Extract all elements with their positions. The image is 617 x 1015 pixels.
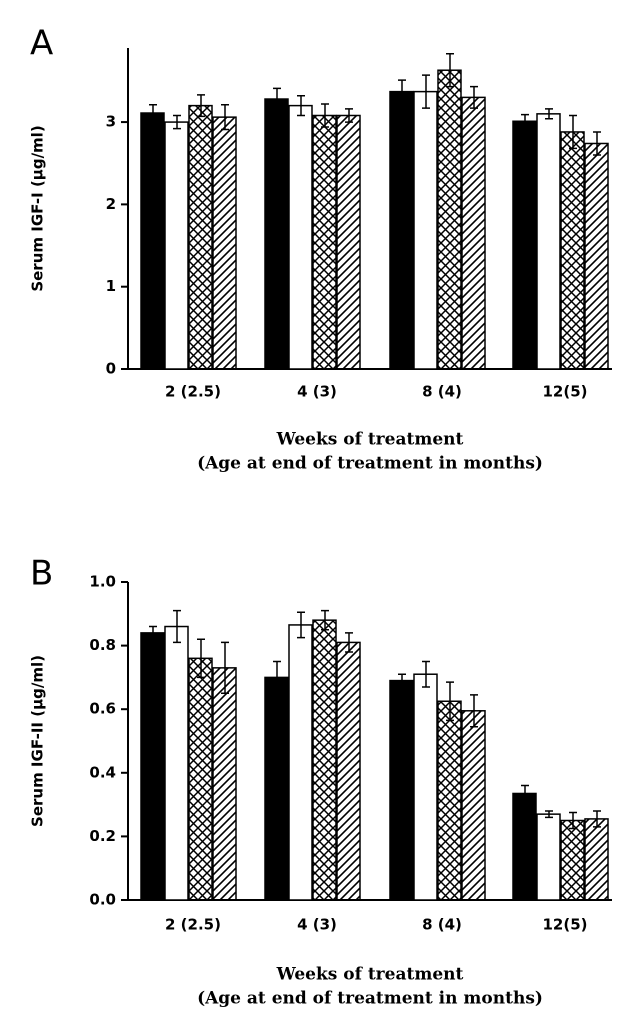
error-bar <box>569 811 577 830</box>
x-tick-label: 12(5) <box>542 916 587 934</box>
error-bar <box>273 660 281 695</box>
error-bar <box>398 673 406 688</box>
x-tick-label: 8 (4) <box>422 383 462 401</box>
error-bar <box>321 103 329 128</box>
error-bar <box>470 85 478 109</box>
bar <box>336 641 361 901</box>
error-bar <box>398 79 406 104</box>
x-tick-label: 2 (2.5) <box>165 916 221 934</box>
x-axis-label: (Age at end of treatment in months) <box>197 454 543 474</box>
error-bar <box>345 108 353 123</box>
bar <box>389 90 414 370</box>
bar <box>188 657 213 901</box>
error-bar <box>470 694 478 728</box>
bar <box>536 113 561 370</box>
error-bar <box>521 784 529 803</box>
error-bar <box>446 53 454 88</box>
y-tick-label: 0.6 <box>89 700 116 718</box>
error-bar <box>422 660 430 688</box>
bar <box>264 98 289 370</box>
error-bar <box>149 104 157 123</box>
error-bar <box>221 641 229 695</box>
error-bar <box>173 609 181 644</box>
bar <box>512 792 537 901</box>
y-tick-label: 0.2 <box>89 827 116 845</box>
error-bar <box>593 131 601 156</box>
error-bar <box>569 114 577 150</box>
bar <box>389 679 414 901</box>
error-bar <box>221 104 229 131</box>
error-bar <box>297 94 305 117</box>
bar <box>336 114 361 370</box>
bar <box>461 96 486 370</box>
bar <box>413 90 438 370</box>
bar <box>536 813 561 901</box>
error-bar <box>593 810 601 828</box>
error-bar <box>422 74 430 109</box>
y-tick-label: 0.0 <box>89 891 116 909</box>
y-tick-label: 0 <box>106 360 116 378</box>
bar <box>264 676 289 901</box>
y-tick-label: 0.8 <box>89 636 116 654</box>
error-bar <box>345 632 353 653</box>
error-bar <box>446 681 454 722</box>
y-axis-label: Serum IGF-II (μg/ml) <box>29 655 47 827</box>
y-tick-label: 2 <box>106 195 116 213</box>
panel-letter: B <box>30 554 53 594</box>
bar <box>288 104 313 370</box>
error-bar <box>273 87 281 111</box>
bar <box>212 667 237 901</box>
error-bar <box>149 625 157 640</box>
error-bar <box>297 611 305 639</box>
error-bar <box>197 94 205 118</box>
bar <box>437 69 462 370</box>
y-tick-label: 3 <box>106 113 116 131</box>
bar <box>288 624 313 901</box>
panel-letter: A <box>30 24 53 64</box>
bar <box>584 818 609 901</box>
bar <box>584 142 609 370</box>
bar <box>413 673 438 901</box>
bar <box>560 819 585 901</box>
error-bar <box>197 638 205 679</box>
x-axis-label: (Age at end of treatment in months) <box>197 989 543 1009</box>
bar <box>437 700 462 901</box>
x-tick-label: 4 (3) <box>297 916 337 934</box>
error-bar <box>173 114 181 130</box>
x-tick-label: 4 (3) <box>297 383 337 401</box>
y-tick-label: 0.4 <box>89 763 116 781</box>
bar <box>140 632 165 901</box>
bar <box>164 625 189 901</box>
bar <box>560 131 585 370</box>
bar <box>164 121 189 370</box>
x-tick-label: 2 (2.5) <box>165 383 221 401</box>
bar <box>312 619 337 901</box>
x-axis-label: Weeks of treatment <box>276 965 464 985</box>
bar <box>461 710 486 901</box>
x-axis-label: Weeks of treatment <box>276 430 464 450</box>
y-axis-label: Serum IGF-I (μg/ml) <box>29 125 47 291</box>
bar <box>212 116 237 370</box>
bar <box>188 104 213 370</box>
error-bar <box>521 113 529 129</box>
x-tick-label: 12(5) <box>542 383 587 401</box>
bar <box>512 120 537 370</box>
error-bar <box>321 609 329 631</box>
y-tick-label: 1 <box>106 277 116 295</box>
bar <box>312 114 337 370</box>
y-tick-label: 1.0 <box>89 573 116 591</box>
x-tick-label: 8 (4) <box>422 916 462 934</box>
error-bar <box>545 810 553 819</box>
bar <box>140 112 165 370</box>
error-bar <box>545 108 553 120</box>
